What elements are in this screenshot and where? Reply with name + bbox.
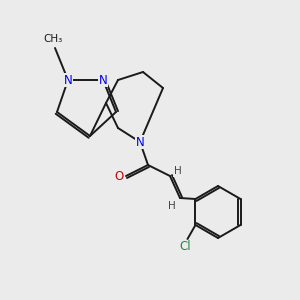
Text: N: N [136,136,144,148]
Text: CH₃: CH₃ [44,34,63,44]
Text: N: N [99,74,107,86]
Text: O: O [114,170,124,184]
Text: Cl: Cl [180,241,191,254]
Text: N: N [64,74,72,86]
Text: H: H [168,201,176,211]
Text: H: H [174,166,182,176]
